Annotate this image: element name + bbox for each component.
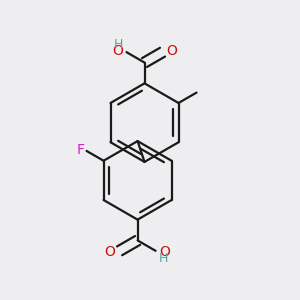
Text: O: O xyxy=(167,44,178,58)
Text: F: F xyxy=(76,143,84,158)
Text: O: O xyxy=(112,44,123,58)
Text: O: O xyxy=(159,245,170,259)
Text: H: H xyxy=(114,38,123,51)
Text: H: H xyxy=(159,252,168,265)
Text: O: O xyxy=(104,245,116,259)
